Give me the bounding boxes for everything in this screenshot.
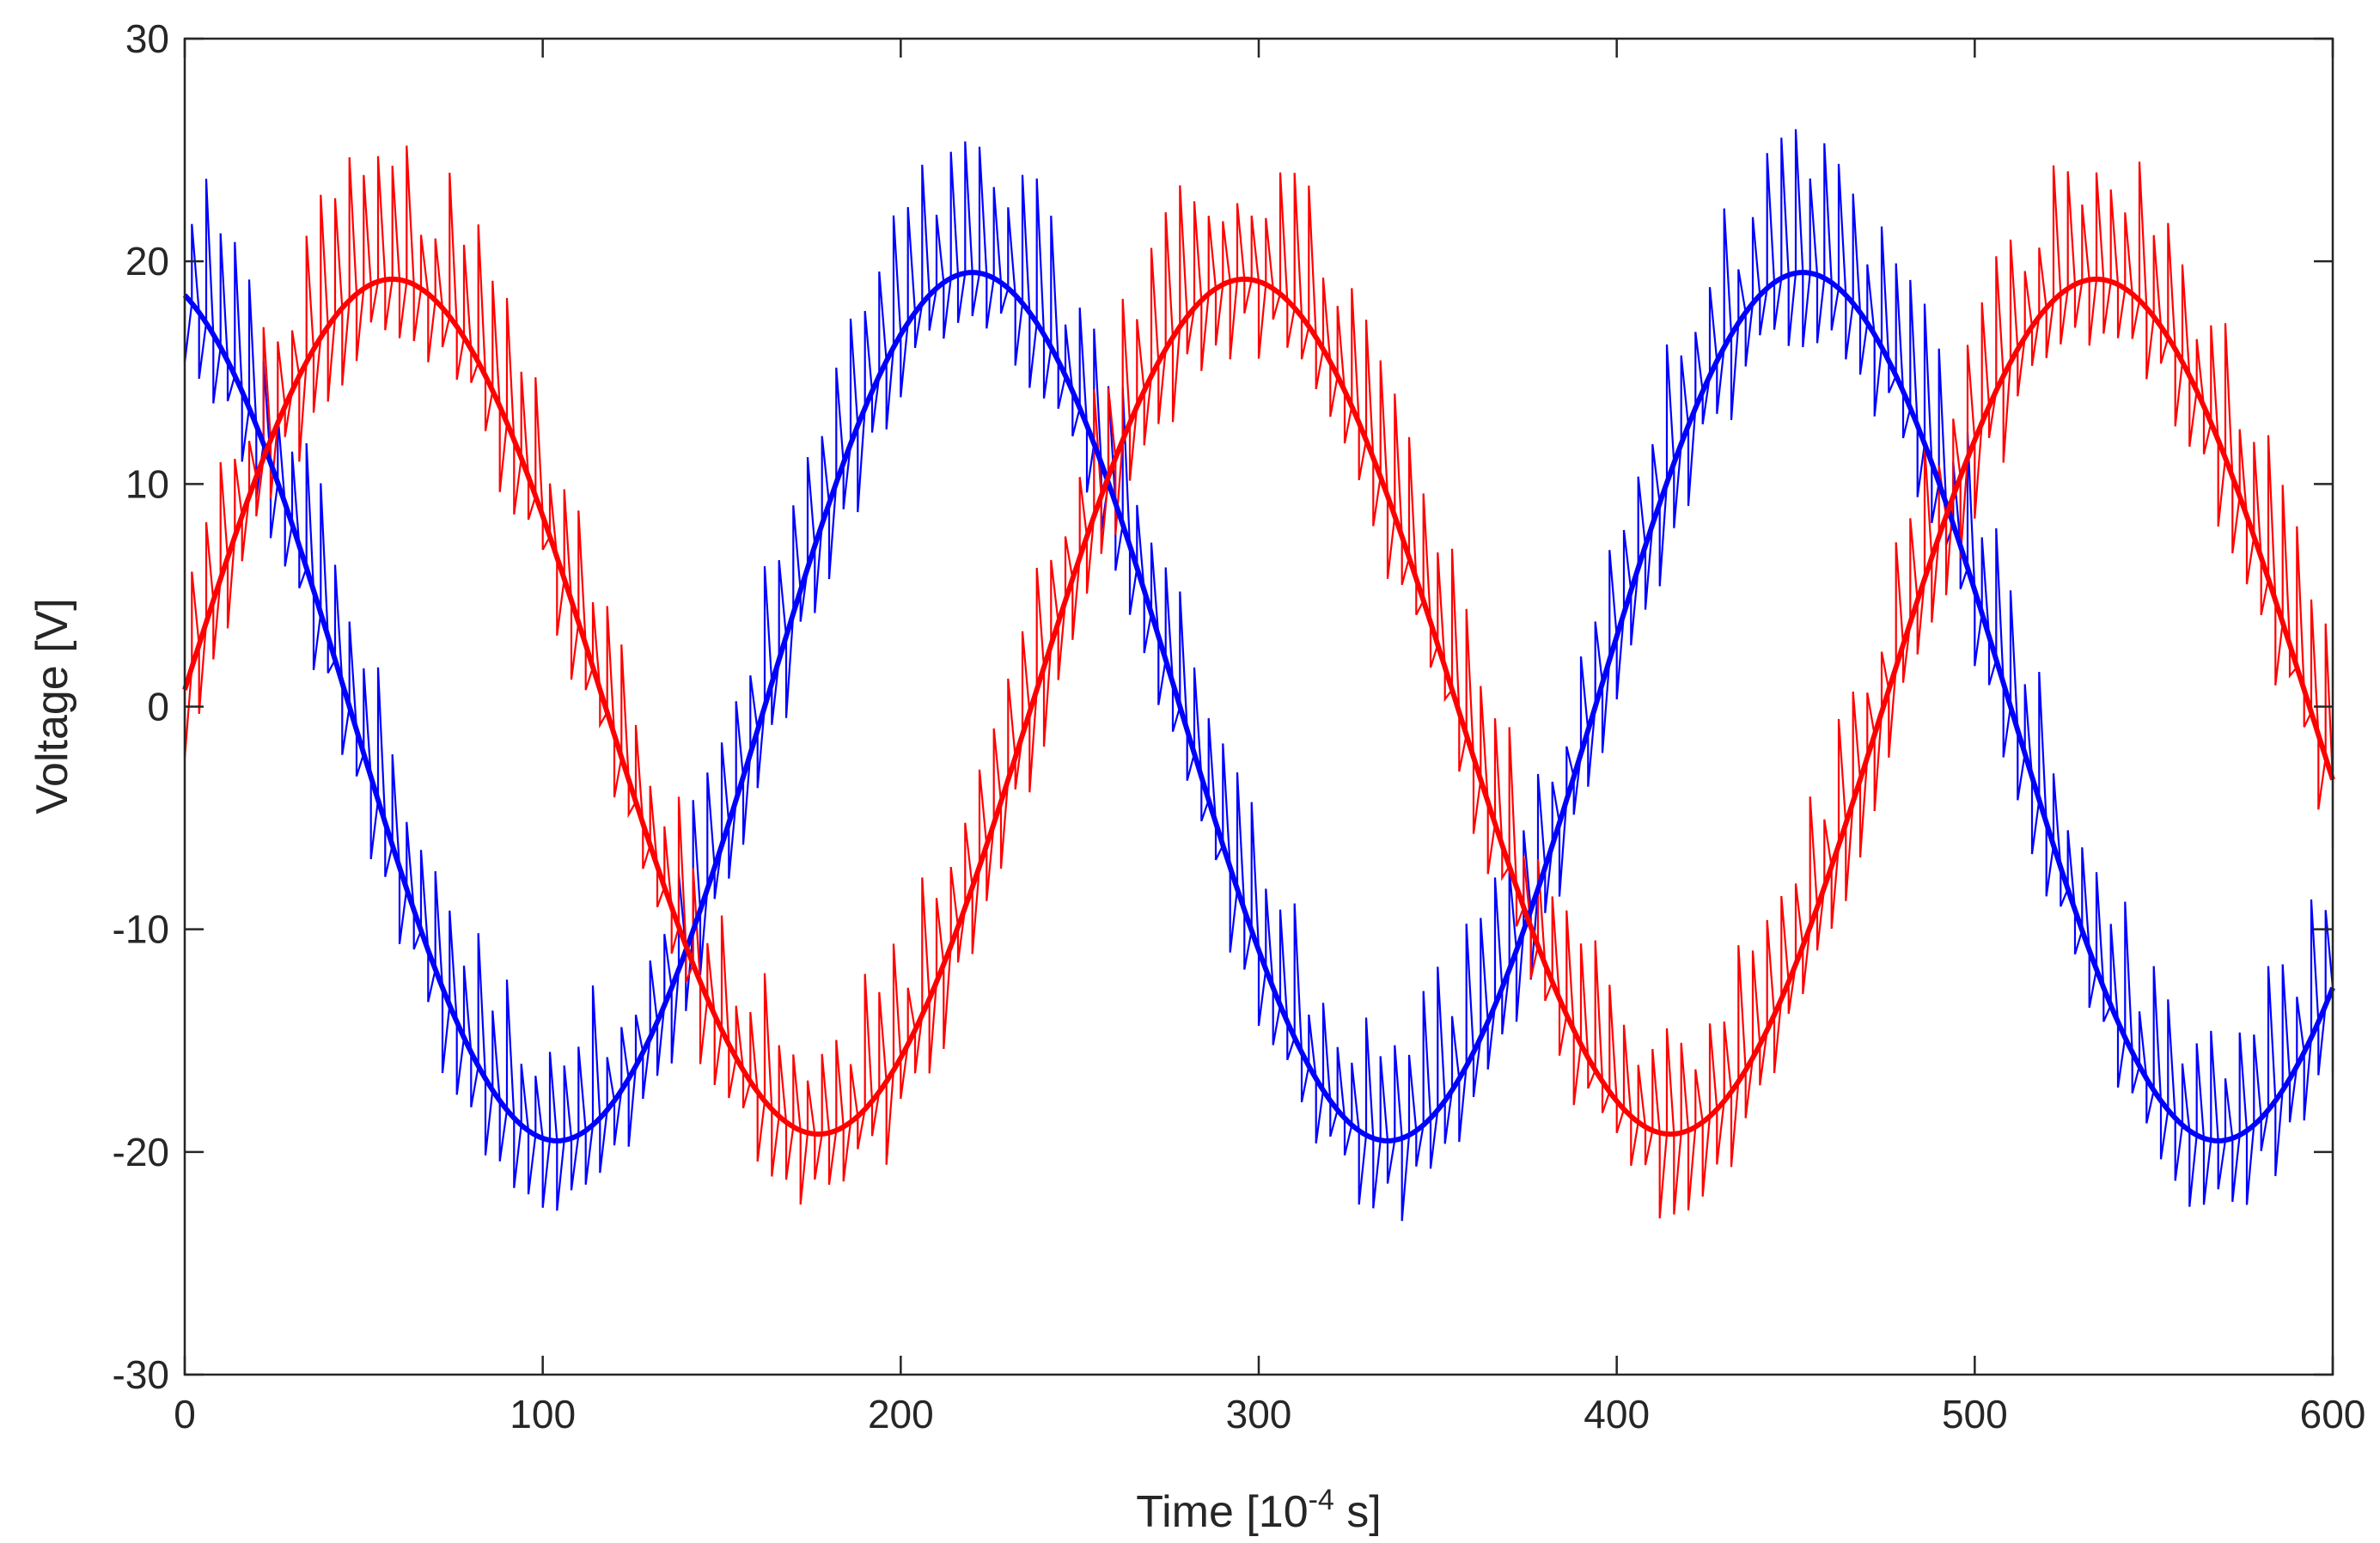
y-axis-title: Voltage [V] [27, 598, 77, 814]
x-tick-label: 100 [510, 1392, 576, 1436]
x-tick-label: 500 [1942, 1392, 2008, 1436]
series-layer [182, 129, 2335, 1222]
x-tick-label: 400 [1584, 1392, 1650, 1436]
series-line-blue-pwm-noisy [183, 129, 2334, 1222]
x-axis-title-prefix: Time [10 [1136, 1487, 1308, 1537]
series-line-blue-fundamental [182, 270, 2335, 1144]
y-tick-label: -10 [113, 907, 169, 952]
x-tick-label: 600 [2300, 1392, 2366, 1436]
y-tick-label: 20 [125, 239, 169, 284]
y-tick-label: 0 [147, 685, 169, 729]
y-tick-label: 30 [125, 16, 169, 61]
y-tick-label: -20 [113, 1130, 169, 1174]
series-line-red-fundamental [182, 276, 2335, 1137]
tick-labels: 0 100 200 300 400 500 600 -30 -20 -10 0 10 20 30 [113, 16, 2366, 1436]
y-tick-label: 10 [125, 461, 169, 506]
x-axis-title-exponent: -4 [1309, 1484, 1334, 1516]
x-tick-label: 200 [868, 1392, 934, 1436]
ticks-layer [183, 37, 2334, 1376]
x-tick-label: 0 [174, 1392, 196, 1436]
y-tick-label: -30 [113, 1352, 169, 1397]
x-axis-title-suffix: s] [1334, 1487, 1382, 1537]
x-axis-title: Time [10-4 s] [1136, 1484, 1382, 1537]
x-tick-label: 300 [1226, 1392, 1292, 1436]
